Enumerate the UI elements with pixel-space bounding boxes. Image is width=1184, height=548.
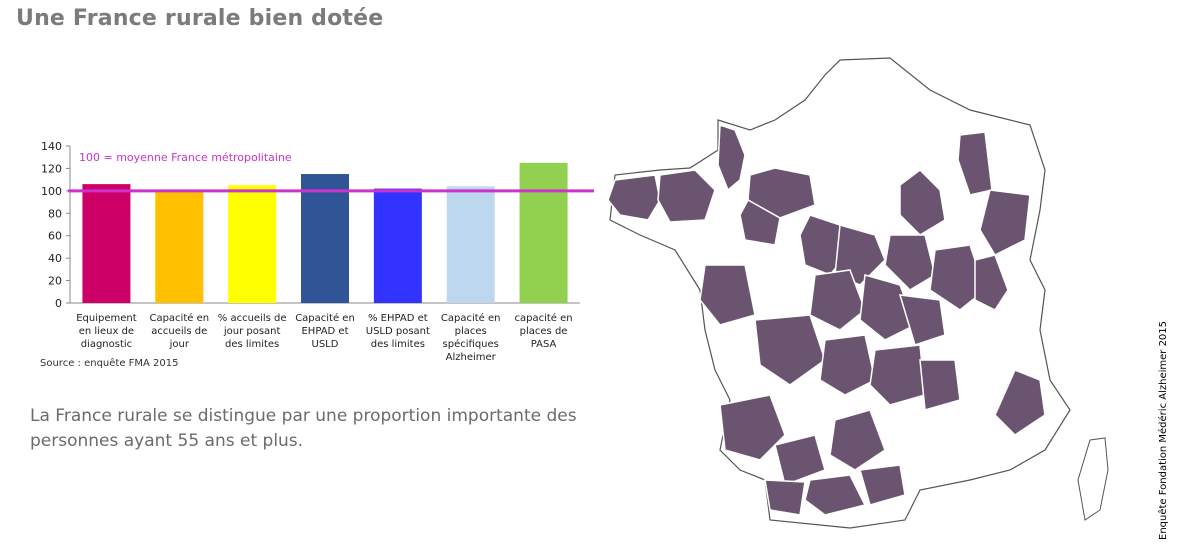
reference-line-group: 100 = moyenne France métropolitaine <box>68 151 594 193</box>
x-tick-label: % EHPAD et USLD posant des limites <box>365 313 430 350</box>
x-tick-label: Equipement en lieux de diagnostic <box>76 313 137 350</box>
rural-department <box>657 169 716 223</box>
rural-department <box>974 254 1009 311</box>
rural-department <box>898 294 946 346</box>
x-tick-label: Capacité en accueils de jour <box>149 313 210 350</box>
rural-department <box>739 198 781 246</box>
rural-department <box>919 359 961 411</box>
bars <box>82 162 568 303</box>
rural-department <box>774 434 826 486</box>
y-tick-label: 80 <box>48 207 62 220</box>
y-tick-label: 20 <box>48 275 62 288</box>
bar <box>155 190 204 303</box>
bar-chart: 0 20 40 60 80 100 120 140 100 = moyenne France … <box>41 140 594 310</box>
bar <box>373 188 422 303</box>
bar <box>301 174 349 303</box>
rural-department <box>607 174 661 221</box>
rural-department <box>764 479 806 516</box>
x-tick-label: capacité en places de PASA <box>514 313 573 350</box>
rural-department <box>899 169 946 236</box>
rural-department <box>719 394 786 461</box>
page-title: Une France rurale bien dotée <box>16 6 384 31</box>
credit-text: Enquête Fondation Médéric Alzheimer 2015 <box>1158 320 1169 540</box>
rural-department <box>717 123 746 192</box>
rural-department <box>859 274 916 341</box>
x-tick-label: % accueils de jour posant des limites <box>217 313 287 350</box>
rural-department <box>809 269 866 331</box>
x-tick-label: Capacité en EHPAD et USLD <box>295 313 355 350</box>
rural-department <box>979 189 1031 256</box>
rural-department <box>819 334 876 396</box>
bar <box>446 186 495 303</box>
y-tick-label: 60 <box>48 230 62 243</box>
rural-department <box>829 409 886 471</box>
rural-department <box>859 464 906 506</box>
map-departments <box>607 57 1109 529</box>
rural-department <box>754 314 826 386</box>
rural-department <box>994 369 1046 436</box>
y-axis: 0 20 40 60 80 100 120 140 <box>41 140 580 310</box>
rural-department <box>804 474 867 516</box>
source-note: Source : enquête FMA 2015 <box>40 358 179 369</box>
y-tick-label: 120 <box>41 162 62 175</box>
y-tick-label: 0 <box>55 297 62 310</box>
bar <box>228 185 277 303</box>
france-map <box>607 57 1109 529</box>
rural-department <box>699 264 756 326</box>
rural-department <box>869 344 926 406</box>
y-tick-label: 40 <box>48 252 62 265</box>
rural-department <box>884 234 936 291</box>
x-tick-label: Capacité en places spécifiques Alzheimer <box>440 313 501 363</box>
y-tick-label: 140 <box>41 140 62 153</box>
bar <box>519 162 568 303</box>
corsica <box>1077 437 1109 521</box>
rural-department <box>929 244 986 311</box>
body-text: La France rurale se distingue par une pr… <box>30 406 577 451</box>
bar <box>82 184 131 303</box>
reference-line-label: 100 = moyenne France métropolitaine <box>79 151 292 164</box>
y-tick-label: 100 <box>41 185 62 198</box>
rural-department <box>957 131 993 196</box>
